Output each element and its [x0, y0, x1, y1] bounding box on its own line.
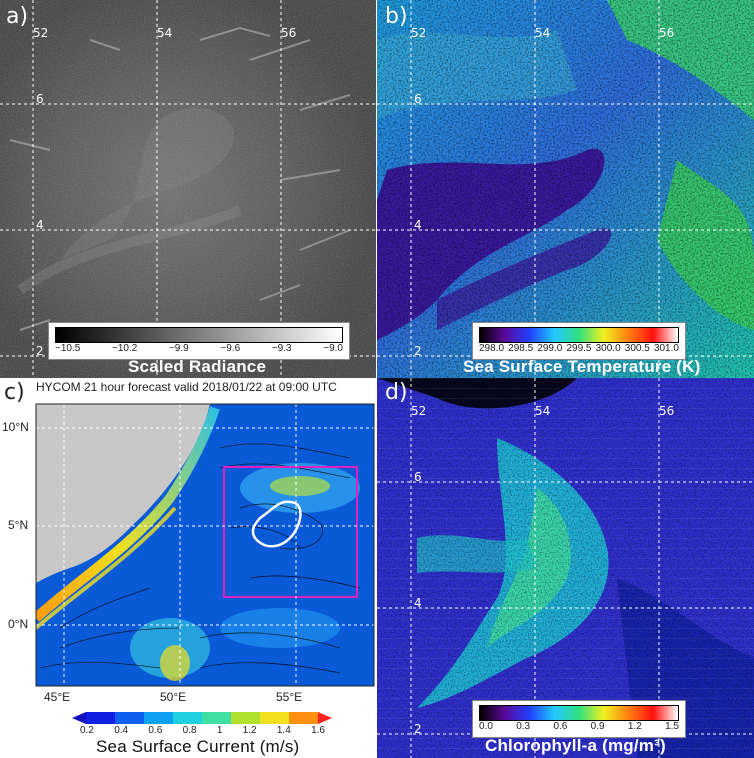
panel-a-lat-tick: 4 [36, 218, 44, 232]
panel-a-lat-tick: 2 [36, 344, 44, 358]
panel-a-lon-tick: 56 [281, 26, 297, 40]
colorbar-tick: 298.0 [479, 343, 505, 354]
panel-d-colorbar: 0.0 0.3 0.6 0.9 1.2 1.5 [472, 700, 686, 738]
panel-b-colorbar: 298.0 298.5 299.0 299.5 300.0 300.5 301.… [472, 322, 686, 360]
panel-a-label: a) [6, 4, 29, 29]
panel-a-colorbar-gradient [55, 327, 343, 343]
colorbar-tick: 298.5 [508, 343, 534, 354]
panel-a-scaled-radiance: a) 52 54 56 6 4 2 −10.5 −10.2 −9.9 −9.6 … [0, 0, 376, 378]
colorbar-tick: −9.9 [168, 343, 189, 354]
panel-d-lat-tick: 4 [414, 596, 422, 610]
panel-c-lat-tick: 10°N [2, 420, 29, 434]
colorbar-tick: 0.0 [479, 721, 493, 732]
panel-c-lon-tick: 50°E [160, 690, 187, 704]
panel-a-lon-tick: 54 [157, 26, 173, 40]
colorbar-tick: 299.5 [566, 343, 592, 354]
panel-d-image [377, 378, 754, 758]
panel-c-lon-tick: 55°E [276, 690, 303, 704]
panel-c-lat-tick: 0°N [8, 617, 29, 631]
panel-a-image [0, 0, 376, 378]
panel-d-caption: Chlorophyll-a (mg/m³) [485, 736, 666, 755]
panel-b-sea-surface-temperature: b) 52 54 56 6 4 2 298.0 298.5 299.0 299.… [377, 0, 754, 378]
study-area-box [223, 466, 358, 598]
panel-b-caption: Sea Surface Temperature (K) [463, 357, 701, 376]
panel-c-gridlines [36, 404, 374, 686]
colorbar-tick: 0.2 [80, 725, 94, 736]
panel-c-caption: Sea Surface Current (m/s) [96, 737, 300, 756]
land-mass [36, 404, 210, 583]
panel-b-lon-tick: 52 [411, 26, 427, 40]
panel-d-lon-tick: 54 [535, 404, 551, 418]
colorbar-tick: 0.4 [114, 725, 129, 736]
panel-a-caption: Scaled Radiance [128, 357, 267, 376]
panel-a-lon-tick: 52 [33, 26, 49, 40]
panel-b-lon-tick: 56 [659, 26, 675, 40]
colorbar-tick: 0.9 [590, 721, 605, 732]
colorbar-tick: 1.6 [311, 725, 325, 736]
eddy-contour [251, 500, 302, 548]
panel-b-label: b) [385, 4, 408, 29]
colorbar-tick: 0.6 [553, 721, 568, 732]
panel-c-hycom-forecast: c) HYCOM 21 hour forecast valid 2018/01/… [0, 378, 377, 758]
colorbar-tick: −10.2 [111, 343, 138, 354]
colorbar-tick: −9.3 [271, 343, 292, 354]
panel-b-lat-tick: 4 [414, 218, 422, 232]
colorbar-tick: 1.2 [242, 725, 257, 736]
colorbar-tick: 0.3 [516, 721, 531, 732]
colorbar-tick: −9.0 [323, 343, 343, 354]
panel-b-colorbar-gradient [479, 327, 679, 343]
colorbar-tick: −10.5 [55, 343, 81, 354]
panel-b-lat-tick: 6 [414, 92, 422, 106]
panel-d-lat-tick: 6 [414, 470, 422, 484]
colorbar-tick: 0.8 [182, 725, 197, 736]
panel-d-lon-tick: 52 [411, 404, 427, 418]
panel-d-label: d) [385, 380, 408, 405]
colorbar-tick: 300.5 [624, 343, 650, 354]
panel-d-lat-tick: 2 [414, 722, 422, 736]
panel-c-label: c) [4, 380, 25, 405]
panel-b-lon-tick: 54 [535, 26, 551, 40]
colorbar-tick: 300.0 [595, 343, 621, 354]
streamlines [39, 443, 361, 674]
panel-c-lat-tick: 5°N [8, 518, 29, 532]
panel-b-image [377, 0, 754, 378]
colorbar-tick: 301.0 [653, 343, 679, 354]
panel-c-colorbar [72, 712, 332, 724]
panel-d-colorbar-gradient [479, 705, 679, 721]
colorbar-tick: 1.2 [627, 721, 642, 732]
panel-a-lat-tick: 6 [36, 92, 44, 106]
panel-c-title: HYCOM 21 hour forecast valid 2018/01/22 … [36, 380, 337, 394]
panel-d-lon-tick: 56 [659, 404, 675, 418]
colorbar-tick: 299.0 [537, 343, 563, 354]
colorbar-tick: −9.6 [220, 343, 241, 354]
colorbar-tick: 0.6 [148, 725, 163, 736]
panel-c-colorbar-ticks: 0.2 0.4 0.6 0.8 1 1.2 1.4 1.6 [80, 725, 325, 736]
panel-c-lon-tick: 45°E [44, 690, 71, 704]
panel-b-lat-tick: 2 [414, 344, 422, 358]
colorbar-tick: 1.5 [665, 721, 679, 732]
panel-a-colorbar: −10.5 −10.2 −9.9 −9.6 −9.3 −9.0 [48, 322, 350, 360]
colorbar-tick: 1.4 [276, 725, 291, 736]
panel-d-chlorophyll: d) 52 54 56 6 4 2 0.0 0.3 0.6 0.9 1.2 1.… [377, 378, 754, 758]
colorbar-tick: 1 [216, 725, 223, 736]
panel-c-map [35, 403, 375, 687]
